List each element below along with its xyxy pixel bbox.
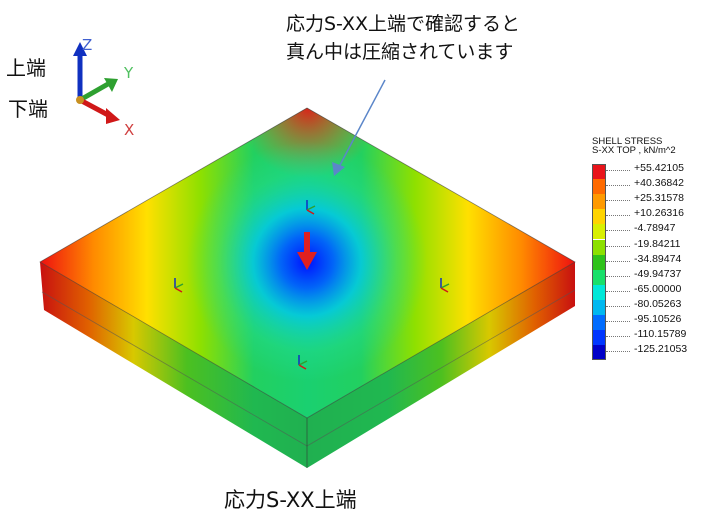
axis-z-label: Z	[82, 36, 92, 54]
annotation-text: 応力S-XX上端で確認すると 真ん中は圧縮されています	[286, 10, 520, 66]
legend-tick	[606, 290, 630, 292]
legend-value-label: -65.00000	[634, 282, 682, 295]
legend-value-label: -80.05263	[634, 297, 682, 310]
legend-tick	[606, 260, 630, 262]
legend-tick	[606, 245, 630, 247]
node-axis-marker	[306, 200, 316, 215]
legend-tick	[606, 215, 630, 217]
slab-right-face	[307, 262, 575, 468]
annotation-line-1: 応力S-XX上端で確認すると	[286, 13, 521, 35]
stress-legend: SHELL STRESS S-XX TOP , kN/m^2 +55.42105…	[592, 137, 704, 407]
legend-swatch	[592, 164, 606, 180]
legend-tick	[606, 321, 630, 322]
figure-caption: 応力S-XX上端	[224, 488, 357, 512]
node-axis-marker	[298, 355, 308, 370]
legend-swatch	[592, 299, 606, 315]
legend-tick	[606, 185, 630, 187]
legend-tick	[606, 200, 630, 202]
legend-swatch	[592, 209, 606, 225]
legend-value-label: -95.10526	[634, 313, 682, 325]
axis-x-label: X	[124, 121, 134, 139]
legend-swatch	[592, 224, 606, 240]
legend-swatch	[592, 284, 606, 300]
axis-triad: Z Y X	[73, 36, 134, 139]
legend-tick	[606, 230, 630, 232]
legend-value-label: +10.26316	[634, 207, 684, 220]
legend-title-line-1: SHELL STRESS	[592, 136, 663, 147]
legend-swatch	[592, 345, 606, 361]
legend-swatch	[592, 315, 606, 331]
legend-swatch	[592, 194, 606, 210]
legend-value-label: -19.84211	[634, 237, 681, 250]
legend-swatch	[592, 179, 606, 195]
legend-swatch	[592, 330, 606, 346]
legend-tick	[606, 336, 630, 338]
legend-value-label: -125.21053	[634, 343, 688, 356]
legend-swatch	[592, 269, 606, 285]
legend-value-label: +55.42105	[634, 162, 684, 174]
bottom-surface-label: 下端	[8, 97, 48, 121]
legend-value-label: -34.89474	[634, 252, 682, 265]
slab-left-face	[40, 262, 307, 468]
legend-tick	[606, 275, 630, 277]
legend-frame	[592, 164, 606, 361]
legend-tick	[606, 305, 630, 307]
legend-value-label: -110.15789	[634, 328, 687, 341]
legend-tick	[606, 170, 630, 171]
legend-tick	[606, 351, 630, 353]
annotation-pointer	[332, 79, 386, 176]
legend-title-line-2: S-XX TOP , kN/m^2	[592, 145, 676, 156]
annotation-line-2: 真ん中は圧縮されています	[286, 41, 514, 63]
node-axis-marker	[440, 278, 450, 293]
legend-title: SHELL STRESS S-XX TOP , kN/m^2	[592, 136, 676, 156]
legend-value-label: -4.78947	[634, 222, 676, 235]
node-axis-marker	[174, 278, 184, 293]
legend-swatch	[592, 254, 606, 270]
axis-y-label: Y	[123, 64, 134, 82]
legend-swatch	[592, 239, 606, 255]
legend-value-label: +40.36842	[634, 177, 684, 190]
top-surface-label: 上端	[6, 56, 46, 80]
legend-value-label: +25.31578	[634, 192, 684, 205]
compression-arrow	[297, 232, 317, 270]
legend-value-label: -49.94737	[634, 267, 682, 280]
